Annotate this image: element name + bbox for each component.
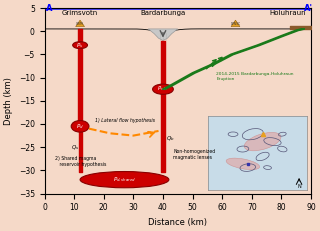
Y-axis label: Depth (km): Depth (km) (4, 77, 13, 125)
Text: A: A (46, 4, 52, 13)
Text: DYNSC: DYNSC (230, 22, 241, 26)
Text: $P_d$: $P_d$ (76, 122, 84, 131)
Ellipse shape (73, 42, 87, 49)
Text: $P_{s,B}$: $P_{s,B}$ (157, 85, 169, 93)
Text: Non-homogenized
magmatic lenses: Non-homogenized magmatic lenses (173, 149, 215, 160)
Ellipse shape (71, 121, 89, 132)
Text: GRIM: GRIM (76, 22, 84, 26)
Ellipse shape (153, 84, 173, 94)
Text: $Q_s$: $Q_s$ (71, 144, 79, 152)
FancyArrowPatch shape (212, 57, 222, 67)
Text: 1) Lateral flow hypothesis: 1) Lateral flow hypothesis (95, 118, 155, 123)
Ellipse shape (80, 172, 169, 188)
Text: $P_s$: $P_s$ (76, 41, 84, 50)
Text: Grimsvotn: Grimsvotn (62, 10, 98, 16)
Text: Holuhraun: Holuhraun (269, 10, 306, 16)
Text: 2014-2015 Bardarbunga-Holuhraun
Eruption: 2014-2015 Bardarbunga-Holuhraun Eruption (216, 72, 294, 81)
FancyArrowPatch shape (206, 60, 216, 69)
X-axis label: Distance (km): Distance (km) (148, 218, 207, 227)
Polygon shape (231, 20, 240, 27)
Polygon shape (76, 20, 84, 27)
Text: A': A' (304, 4, 313, 13)
Text: $P_{d,shared}$: $P_{d,shared}$ (113, 176, 136, 184)
Text: Bardarbunga: Bardarbunga (140, 10, 186, 16)
Text: $Q_b$: $Q_b$ (166, 134, 174, 143)
Text: 2) Shared magma
   reservoir hypothesis: 2) Shared magma reservoir hypothesis (55, 156, 106, 167)
Polygon shape (148, 29, 178, 40)
